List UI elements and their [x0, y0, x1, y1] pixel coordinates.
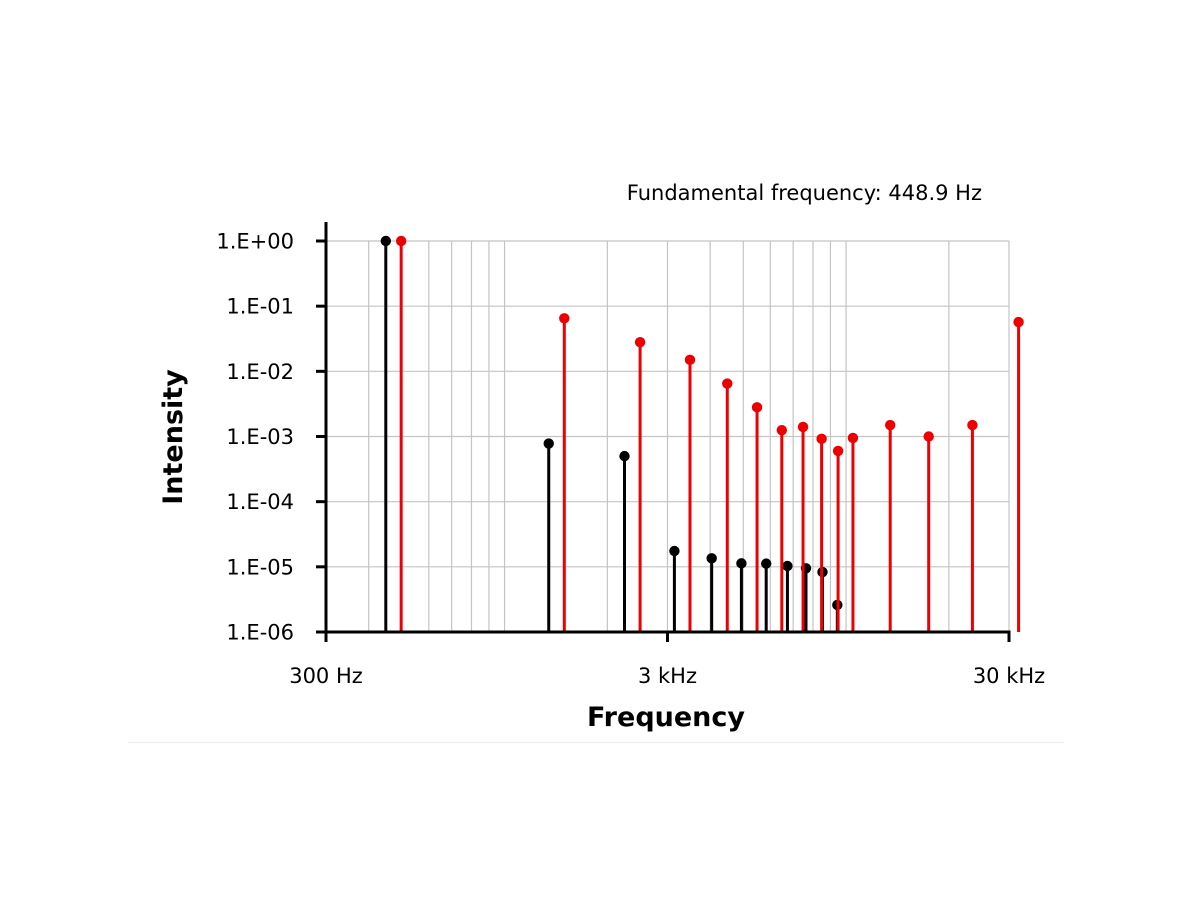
y-tick-label: 1.E-01 — [226, 295, 294, 319]
y-tick-label: 1.E-04 — [226, 490, 294, 514]
data-point — [706, 553, 717, 564]
data-point — [1013, 316, 1024, 328]
data-point — [782, 560, 793, 572]
data-point — [832, 445, 844, 457]
fundamental-frequency-annotation: Fundamental frequency: 448.9 Hz — [627, 181, 982, 205]
y-tick-label: 1.E-05 — [226, 555, 294, 579]
data-point — [380, 235, 392, 247]
gridlines — [326, 240, 1010, 632]
data-point — [923, 431, 934, 442]
data-point — [816, 433, 827, 445]
tick-labels: 1.E+00 1.E-01 1.E-02 1.E-03 1.E-04 1.E-05 1.E-… — [216, 230, 1045, 689]
data-point — [722, 378, 733, 389]
y-tick-label: 1.E-06 — [226, 621, 294, 645]
divider — [128, 742, 1064, 743]
data-point — [634, 336, 646, 348]
data-point — [736, 558, 747, 569]
data-point — [797, 421, 809, 433]
data-point — [619, 450, 630, 462]
y-tick-label: 1.E+00 — [216, 230, 294, 254]
y-tick-label: 1.E-03 — [226, 425, 294, 449]
data-point — [885, 419, 896, 431]
data-point — [669, 545, 680, 557]
data-point — [847, 432, 859, 444]
data-point — [776, 424, 788, 436]
data-point — [684, 354, 696, 366]
data-point — [395, 235, 407, 247]
x-tick-label: 30 kHz — [973, 664, 1045, 688]
data-point — [967, 419, 978, 431]
y-tick-label: 1.E-02 — [226, 360, 294, 384]
x-tick-label: 300 Hz — [289, 664, 363, 688]
x-axis-title: Frequency — [587, 702, 745, 733]
data-point — [760, 558, 772, 569]
data-series — [380, 235, 1024, 632]
axes — [316, 222, 1011, 642]
data-point — [559, 313, 570, 324]
y-axis-title: Intensity — [158, 369, 189, 505]
data-point — [751, 402, 763, 413]
data-point — [543, 438, 554, 449]
x-tick-label: 3 kHz — [638, 664, 697, 688]
